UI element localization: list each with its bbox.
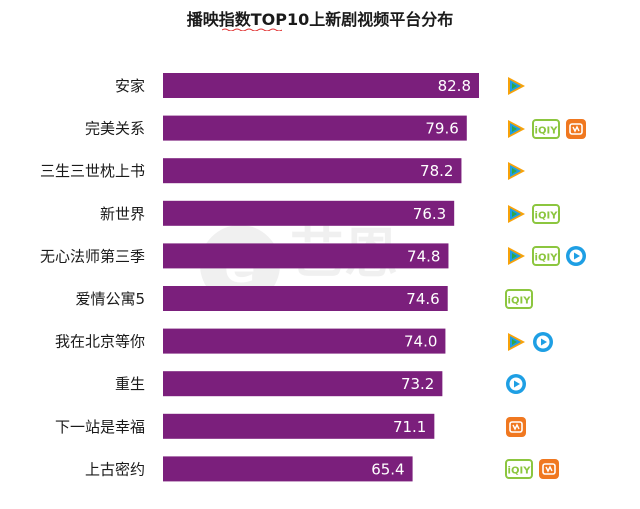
iqiyi-icon: iQIY <box>505 459 533 480</box>
tencent-video-icon <box>508 119 525 138</box>
tencent-video-icon <box>508 77 525 95</box>
category-label: 我在北京等你 <box>55 333 145 351</box>
iqiyi-icon: iQIY <box>532 118 560 139</box>
category-label: 安家 <box>115 77 145 95</box>
bar <box>163 73 479 98</box>
platform-icon-row <box>505 330 554 354</box>
value-label: 82.8 <box>438 77 471 95</box>
platform-icon-row <box>505 415 527 439</box>
category-label: 完美关系 <box>85 120 145 138</box>
bar <box>163 243 449 269</box>
svg-text:iQIY: iQIY <box>508 466 532 477</box>
bar <box>163 328 446 354</box>
value-label: 73.2 <box>401 375 434 393</box>
platform-icon-row: iQIY <box>505 244 587 268</box>
youku-icon <box>506 374 526 395</box>
bar <box>163 456 413 482</box>
svg-text:iQIY: iQIY <box>508 296 532 307</box>
value-label: 74.0 <box>404 333 437 351</box>
svg-text:iQIY: iQIY <box>535 210 559 221</box>
value-label: 78.2 <box>420 162 453 180</box>
category-label: 三生三世枕上书 <box>40 162 145 180</box>
value-label: 74.6 <box>406 290 439 308</box>
bar <box>163 286 448 311</box>
platform-icon-row <box>505 74 527 98</box>
svg-text:iQIY: iQIY <box>535 125 559 136</box>
platform-icon-row: iQIY <box>505 287 533 311</box>
bar <box>163 200 455 226</box>
tencent-video-icon <box>508 332 525 351</box>
chart-title: 播映指数TOP10上新剧视频平台分布 <box>186 10 454 29</box>
tencent-video-icon <box>508 204 525 223</box>
bar <box>163 371 443 397</box>
youku-icon <box>533 331 553 352</box>
platform-icon-row <box>505 372 527 396</box>
category-label: 重生 <box>115 375 145 393</box>
iqiyi-icon: iQIY <box>505 289 533 309</box>
platform-icon-row <box>505 159 527 183</box>
youku-icon <box>566 246 586 267</box>
value-label: 71.1 <box>393 418 426 436</box>
bar <box>163 413 435 439</box>
category-label: 新世界 <box>100 205 145 223</box>
platform-icon-row: iQIY <box>505 117 587 141</box>
platform-icon-row: iQIY <box>505 202 560 226</box>
tencent-video-icon <box>508 247 525 266</box>
category-label: 无心法师第三季 <box>40 247 145 265</box>
title-underline-decoration <box>222 28 282 31</box>
value-label: 79.6 <box>425 120 458 138</box>
mgtv-icon <box>506 416 526 437</box>
bar <box>163 115 467 141</box>
platform-icon-row: iQIY <box>505 457 560 481</box>
mgtv-icon <box>566 118 586 139</box>
bar <box>163 158 462 184</box>
iqiyi-icon: iQIY <box>532 246 560 267</box>
svg-text:iQIY: iQIY <box>535 253 559 264</box>
value-label: 76.3 <box>413 205 446 223</box>
tencent-video-icon <box>508 162 525 181</box>
iqiyi-icon: iQIY <box>532 203 560 224</box>
category-label: 上古密约 <box>85 460 145 478</box>
value-label: 65.4 <box>371 460 404 478</box>
category-label: 下一站是幸福 <box>55 418 145 436</box>
mgtv-icon <box>539 459 559 480</box>
category-label: 爱情公寓5 <box>75 290 145 308</box>
value-label: 74.8 <box>407 247 440 265</box>
